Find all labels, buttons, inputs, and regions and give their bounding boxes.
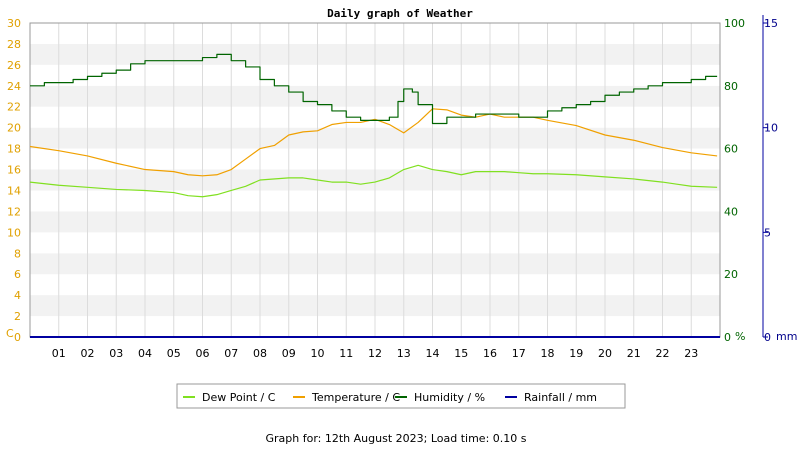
left-tick-label: 8	[14, 247, 21, 260]
rainfall-tick-label: 15	[764, 17, 778, 30]
humidity-tick-label: 20	[724, 268, 738, 281]
rainfall-tick-label: 0	[764, 331, 771, 344]
x-tick-label: 11	[339, 347, 353, 360]
x-tick-label: 02	[81, 347, 95, 360]
left-tick-label: 24	[7, 80, 21, 93]
x-tick-label: 09	[282, 347, 296, 360]
x-tick-label: 15	[454, 347, 468, 360]
chart-title: Daily graph of Weather	[327, 7, 473, 20]
left-tick-label: 0	[14, 331, 21, 344]
left-tick-label: 22	[7, 101, 21, 114]
rainfall-tick-label: 5	[764, 226, 771, 239]
left-tick-label: 2	[14, 310, 21, 323]
x-tick-label: 18	[541, 347, 555, 360]
x-tick-label: 08	[253, 347, 267, 360]
x-tick-label: 21	[627, 347, 641, 360]
humidity-tick-label: 0	[724, 331, 731, 344]
humidity-tick-label: 80	[724, 80, 738, 93]
legend: Dew Point / C Temperature / C Humidity / %…	[176, 383, 626, 409]
x-tick-label: 01	[52, 347, 66, 360]
x-tick-label: 05	[167, 347, 181, 360]
footer-text: Graph for: 12th August 2023; Load time: …	[266, 432, 527, 445]
left-tick-label: 20	[7, 122, 21, 135]
x-tick-label: 16	[483, 347, 497, 360]
left-tick-label: 4	[14, 289, 21, 302]
series-line-humidity	[30, 53, 718, 125]
left-tick-label: 12	[7, 205, 21, 218]
x-tick-label: 10	[311, 347, 325, 360]
series-layer	[29, 53, 720, 338]
x-tick-label: 04	[138, 347, 152, 360]
legend-label: Humidity / %	[414, 391, 485, 404]
rainfall-axis-ticks: 0 5 10 15	[763, 17, 778, 344]
humidity-axis-unit: %	[735, 330, 745, 343]
x-tick-label: 23	[684, 347, 698, 360]
left-tick-label: 16	[7, 164, 21, 177]
left-axis-unit: C	[6, 327, 14, 340]
left-tick-label: 30	[7, 17, 21, 30]
x-tick-label: 03	[109, 347, 123, 360]
x-tick-label: 06	[196, 347, 210, 360]
rainfall-tick-label: 10	[764, 122, 778, 135]
left-tick-label: 6	[14, 268, 21, 281]
humidity-tick-label: 60	[724, 143, 738, 156]
x-tick-label: 20	[598, 347, 612, 360]
x-tick-label: 17	[512, 347, 526, 360]
vertical-gridlines	[58, 23, 692, 337]
legend-label: Rainfall / mm	[524, 391, 597, 404]
humidity-tick-label: 40	[724, 205, 738, 218]
humidity-tick-label: 100	[724, 17, 745, 30]
x-tick-label: 07	[224, 347, 238, 360]
x-tick-label: 14	[426, 347, 440, 360]
left-tick-label: 28	[7, 38, 21, 51]
x-tick-label: 19	[569, 347, 583, 360]
legend-label: Dew Point / C	[202, 391, 276, 404]
rainfall-axis-unit: mm	[776, 330, 797, 343]
series-line-dew	[29, 164, 718, 198]
x-tick-label: 13	[397, 347, 411, 360]
humidity-axis-ticks: 0 20 40 60 80 100	[724, 17, 745, 344]
legend-label: Temperature / C	[311, 391, 400, 404]
left-tick-label: 18	[7, 143, 21, 156]
left-tick-label: 10	[7, 226, 21, 239]
x-tick-label: 12	[368, 347, 382, 360]
x-tick-label: 22	[656, 347, 670, 360]
left-tick-label: 14	[7, 184, 21, 197]
left-tick-label: 26	[7, 59, 21, 72]
x-axis-ticks: 01 02 03 04 05 06 07 08 09 10 11 12 13 14 15 16 17 18 19 20…	[52, 347, 699, 360]
